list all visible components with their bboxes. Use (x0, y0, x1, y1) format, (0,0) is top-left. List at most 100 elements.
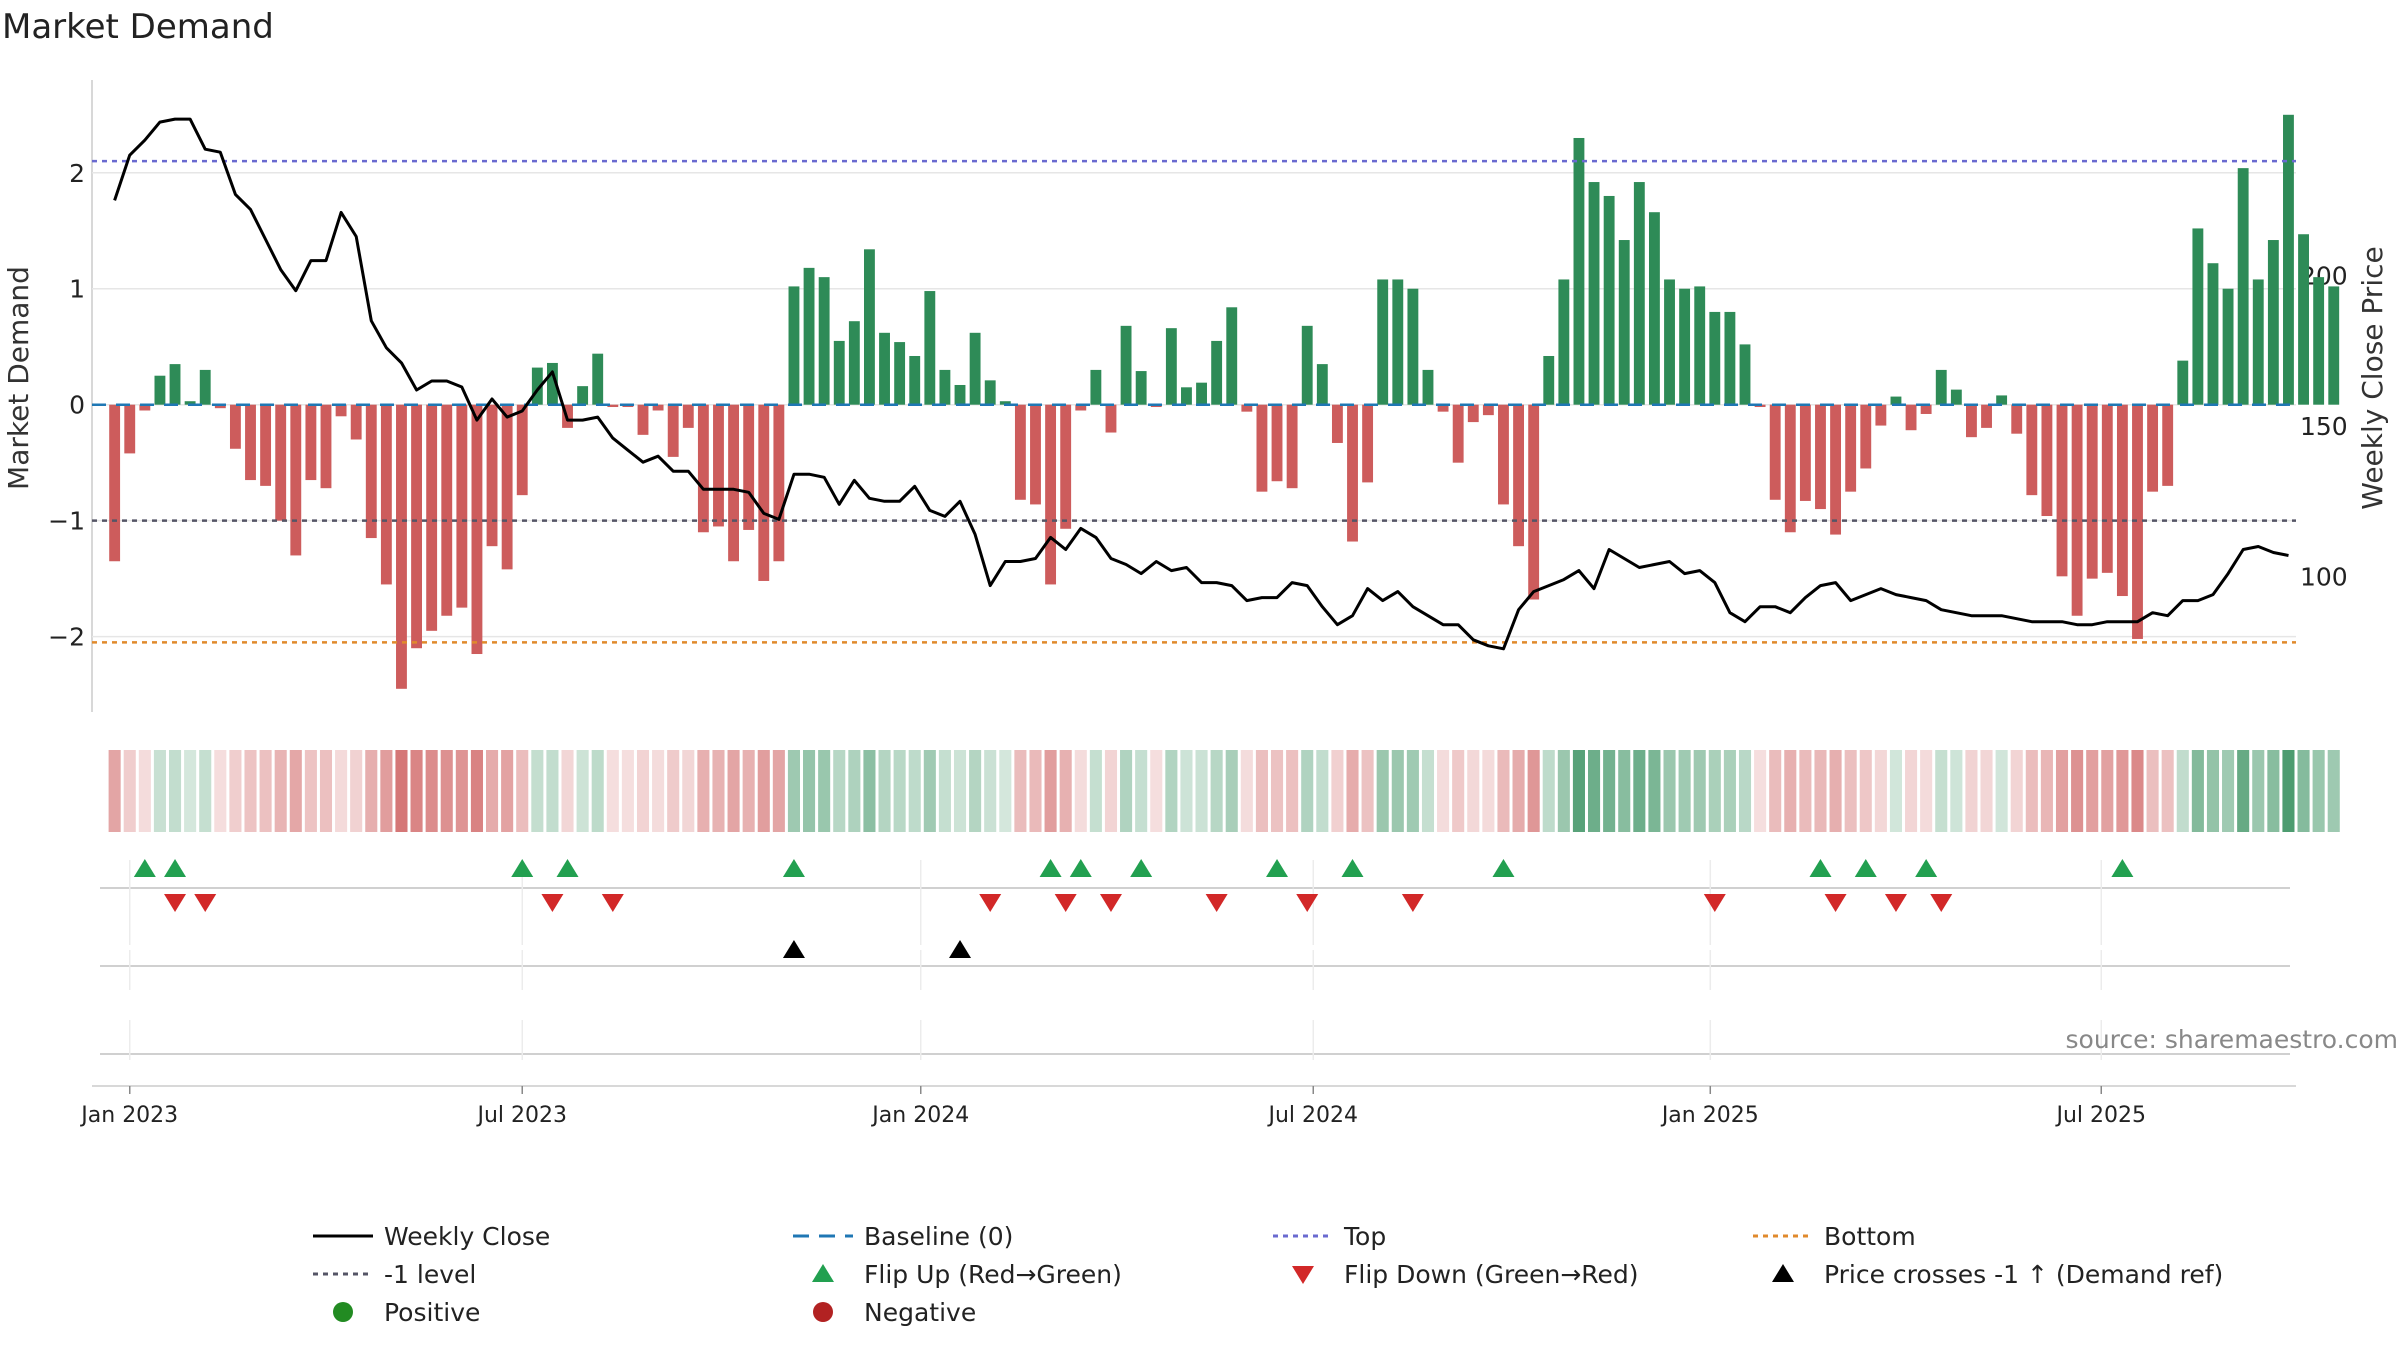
negative-dot-icon (813, 1302, 833, 1322)
demand-bar-negative (1981, 404, 1992, 428)
legend-item-flip-down: Flip Down (Green→Red) (1292, 1260, 1639, 1289)
demand-bar-positive (939, 369, 951, 405)
heat-cell (1044, 750, 1057, 832)
cross-marker (782, 940, 805, 958)
heat-cell (214, 750, 227, 832)
legend-item-minus-one: -1 level (313, 1260, 476, 1289)
legend-item-top: Top (1273, 1222, 1386, 1251)
flip-up-marker (556, 859, 579, 877)
heat-cell (1195, 750, 1208, 832)
heat-cell (199, 750, 212, 832)
flip-up-markers (133, 859, 2134, 877)
heat-cell (1512, 750, 1525, 832)
legend-label: Flip Up (Red→Green) (864, 1260, 1122, 1289)
legend-label: Negative (864, 1298, 976, 1327)
heat-cell (576, 750, 589, 832)
demand-bar-positive (894, 342, 906, 405)
demand-bar-negative (667, 404, 679, 457)
flip-down-marker (1099, 894, 1122, 912)
heat-cell (1980, 750, 1993, 832)
y-tick-label: −2 (48, 623, 85, 652)
demand-bar-positive (2207, 263, 2219, 405)
heat-cell (2297, 750, 2310, 832)
demand-bar-negative (1362, 404, 1374, 483)
heat-cell (2176, 750, 2189, 832)
demand-bar-positive (788, 286, 800, 405)
demand-bar-positive (592, 353, 604, 405)
legend-label: Top (1343, 1222, 1386, 1251)
x-tick-label: Jul 2025 (2054, 1103, 2146, 1128)
heat-cell (108, 750, 121, 832)
heat-cell (1240, 750, 1253, 832)
heat-cell (1376, 750, 1389, 832)
heat-cell (1603, 750, 1616, 832)
demand-bar-positive (1709, 311, 1721, 405)
weekly-close-line (113, 117, 2289, 651)
heat-cell (1648, 750, 1661, 832)
legend-item-baseline: Baseline (0) (793, 1222, 1013, 1251)
flip-down-marker (1884, 894, 1907, 912)
legend-item-cross: Price crosses -1 ↑ (Demand ref) (1772, 1260, 2223, 1289)
flip-down-marker (601, 894, 624, 912)
demand-bar-negative (486, 404, 498, 547)
demand-bar-positive (1648, 212, 1660, 405)
demand-bar-negative (1030, 404, 1041, 505)
heat-cell (1588, 750, 1601, 832)
demand-bar-negative (2101, 404, 2113, 573)
demand-bars (109, 114, 2340, 689)
heat-cell (1270, 750, 1284, 832)
demand-bar-positive (1618, 240, 1630, 405)
heat-cell (2146, 750, 2159, 832)
heat-cell (1829, 750, 1842, 832)
heat-cell (1950, 750, 1963, 832)
demand-bar-negative (1966, 404, 1977, 438)
demand-bar-negative (1105, 404, 1117, 433)
heat-cell (1467, 750, 1480, 832)
heat-cell (184, 750, 197, 832)
demand-bar-negative (260, 404, 272, 486)
heat-cell (2252, 750, 2265, 832)
y2-axis-label: Weekly Close Price (2356, 246, 2389, 509)
demand-bar-negative (1256, 404, 1268, 492)
demand-bar-positive (2222, 288, 2234, 405)
heat-cell (1784, 750, 1797, 832)
heat-cell (380, 750, 393, 832)
demand-bar-positive (924, 291, 936, 405)
heat-cell (1059, 750, 1072, 832)
demand-bar-negative (2116, 404, 2128, 597)
heat-cell (153, 750, 166, 832)
demand-bar-negative (139, 404, 151, 411)
heat-cell (893, 750, 906, 832)
heat-cell (984, 750, 997, 832)
legend-item-positive: Positive (333, 1298, 480, 1327)
demand-bar-negative (471, 404, 483, 655)
legend-item-weekly-close: Weekly Close (313, 1222, 550, 1251)
heat-cell (1482, 750, 1495, 832)
demand-bar-positive (1407, 288, 1419, 405)
demand-bar-negative (1331, 404, 1343, 443)
heat-strip (108, 750, 2340, 832)
demand-bar-negative (1286, 404, 1298, 489)
legend-label: Positive (384, 1298, 480, 1327)
flip-down-marker (194, 894, 217, 912)
demand-bar-negative (1498, 404, 1509, 505)
heat-cell (1723, 750, 1736, 832)
heat-cell (1255, 750, 1268, 832)
demand-bar-negative (456, 404, 468, 608)
heat-cell (712, 750, 725, 832)
marker-grid (100, 860, 2290, 1060)
heat-cell (516, 750, 529, 832)
heat-cell (848, 750, 861, 832)
demand-bar-positive (984, 380, 996, 405)
flip-up-marker (511, 859, 534, 877)
flip-down-marker (541, 894, 564, 912)
y-tick-label: 0 (69, 391, 85, 420)
heat-cell (335, 750, 348, 832)
demand-bar-positive (1935, 369, 1947, 405)
demand-bar-positive (154, 375, 166, 405)
heat-cell (470, 750, 483, 832)
demand-bar-negative (411, 404, 422, 649)
demand-bar-positive (1890, 396, 1902, 405)
legend-label: Bottom (1824, 1222, 1916, 1251)
